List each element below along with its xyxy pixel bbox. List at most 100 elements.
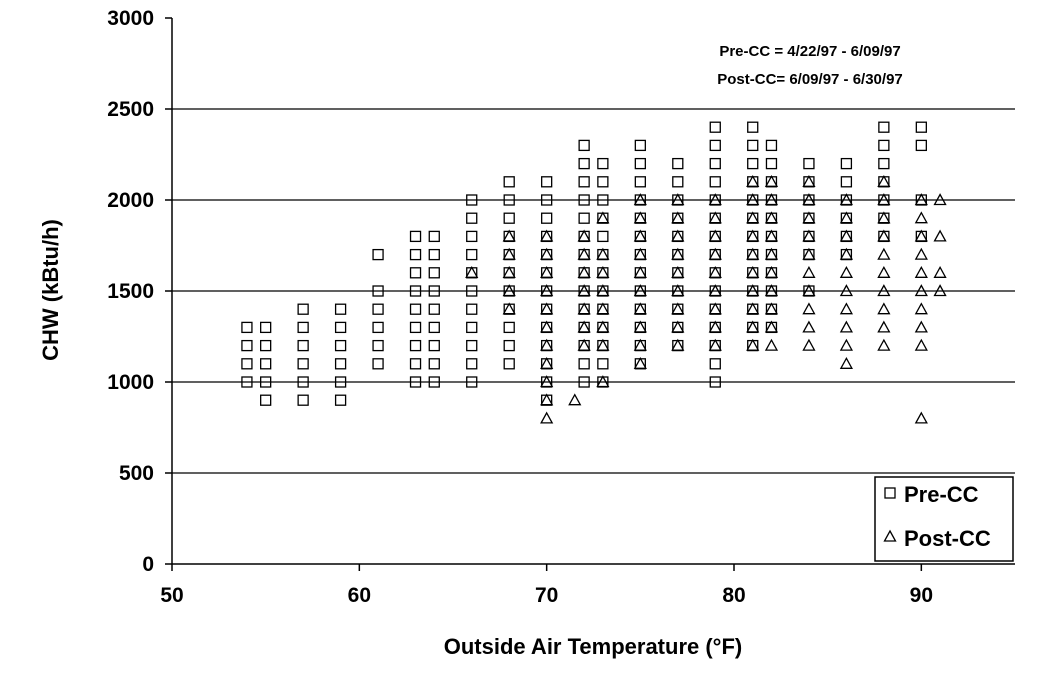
- pre-cc-point: [334, 394, 347, 406]
- pre-cc-point: [241, 339, 253, 352]
- x-tick-label: 90: [910, 584, 933, 607]
- post-cc-point: [708, 247, 722, 260]
- pre-cc-point: [409, 303, 422, 315]
- x-tick-label: 60: [348, 584, 371, 607]
- pre-cc-point: [466, 194, 478, 206]
- pre-cc-point: [578, 194, 590, 206]
- y-tick-label: 0: [142, 553, 154, 576]
- post-cc-point: [802, 284, 816, 297]
- pre-cc-point: [260, 376, 272, 388]
- pre-cc-point: [372, 248, 384, 261]
- post-cc-point: [671, 229, 685, 242]
- pre-cc-point: [409, 358, 422, 370]
- pre-cc-point: [503, 339, 515, 352]
- pre-cc-point: [915, 139, 927, 152]
- post-cc-point: [746, 320, 760, 333]
- pre-cc-point: [409, 285, 422, 297]
- post-cc-point: [708, 302, 722, 315]
- post-cc-point: [540, 265, 554, 278]
- pre-cc-point: [372, 285, 384, 297]
- post-cc-point: [633, 211, 647, 224]
- pre-cc-point: [747, 157, 759, 170]
- pre-cc-point: [466, 358, 478, 370]
- post-cc-point: [877, 320, 891, 333]
- post-cc-point: [802, 247, 816, 260]
- y-tick-label: 2000: [107, 189, 154, 212]
- post-cc-point: [596, 211, 610, 224]
- post-cc-point: [746, 174, 760, 187]
- pre-cc-point: [409, 230, 422, 243]
- pre-cc-point: [372, 339, 384, 352]
- y-tick-label: 3000: [107, 7, 154, 30]
- pre-cc-point: [597, 358, 609, 370]
- pre-cc-point: [840, 176, 853, 188]
- post-cc-point: [596, 375, 610, 388]
- post-cc-point: [540, 411, 554, 424]
- pre-cc-point: [428, 376, 440, 388]
- post-cc-point: [764, 320, 779, 333]
- pre-cc-point: [915, 121, 927, 133]
- post-cc-point: [633, 356, 647, 369]
- post-cc-point: [540, 229, 554, 242]
- pre-cc-point: [334, 303, 347, 315]
- post-cc-point: [596, 302, 610, 315]
- pre-cc-point: [709, 358, 721, 370]
- legend: Pre-CC Post-CC: [874, 476, 1014, 562]
- post-cc-point: [839, 356, 853, 369]
- post-cc-point: [839, 338, 853, 351]
- post-cc-point: [914, 265, 928, 278]
- post-cc-point: [577, 338, 591, 351]
- post-cc-point: [914, 211, 928, 224]
- pre-cc-point: [466, 230, 478, 243]
- x-axis-tick-labels: 50 60 70 80 90: [160, 584, 933, 607]
- annotation-post-cc: Post-CC= 6/09/97 - 6/30/97: [717, 71, 903, 88]
- post-cc-point: [877, 229, 891, 242]
- pre-cc-point: [372, 303, 384, 315]
- pre-cc-point: [672, 157, 684, 170]
- pre-cc-point: [747, 139, 759, 152]
- post-cc-point: [933, 229, 947, 242]
- post-cc-point: [708, 338, 722, 351]
- post-cc-point: [596, 247, 610, 260]
- post-cc-point: [596, 338, 610, 351]
- pre-cc-point: [297, 376, 309, 388]
- post-cc-point: [577, 302, 591, 315]
- post-cc-point: [839, 229, 853, 242]
- post-cc-point: [914, 247, 928, 260]
- y-tick-label: 2500: [107, 98, 154, 121]
- post-cc-point: [502, 265, 516, 278]
- pre-cc-point: [878, 157, 890, 170]
- post-cc-point: [914, 302, 928, 315]
- post-cc-point: [839, 193, 853, 206]
- post-cc-point: [802, 320, 816, 333]
- pre-cc-point: [503, 358, 515, 370]
- post-cc-point: [708, 211, 722, 224]
- x-tick-label: 50: [160, 584, 183, 607]
- post-cc-point: [633, 265, 647, 278]
- pre-cc-point: [372, 321, 384, 334]
- post-cc-point: [764, 174, 779, 187]
- post-cc-point: [933, 265, 947, 278]
- post-cc-point: [877, 193, 891, 206]
- pre-cc-point: [334, 358, 347, 370]
- post-cc-point: [708, 284, 722, 297]
- post-cc-point: [839, 247, 853, 260]
- pre-cc-point: [597, 230, 609, 243]
- series-post-cc: [465, 174, 947, 424]
- pre-cc-point: [466, 212, 478, 224]
- pre-cc-point: [297, 339, 309, 352]
- pre-cc-point: [260, 339, 272, 352]
- pre-cc-point: [466, 339, 478, 352]
- post-cc-point: [568, 393, 582, 406]
- pre-cc-point: [466, 303, 478, 315]
- post-cc-point: [746, 302, 760, 315]
- post-cc-point: [933, 193, 947, 206]
- post-cc-point: [540, 393, 554, 406]
- post-cc-point: [914, 284, 928, 297]
- post-cc-point: [708, 193, 722, 206]
- post-cc-point: [671, 284, 685, 297]
- post-cc-point: [764, 229, 779, 242]
- post-cc-point: [671, 338, 685, 351]
- post-cc-point: [746, 211, 760, 224]
- post-cc-point: [633, 302, 647, 315]
